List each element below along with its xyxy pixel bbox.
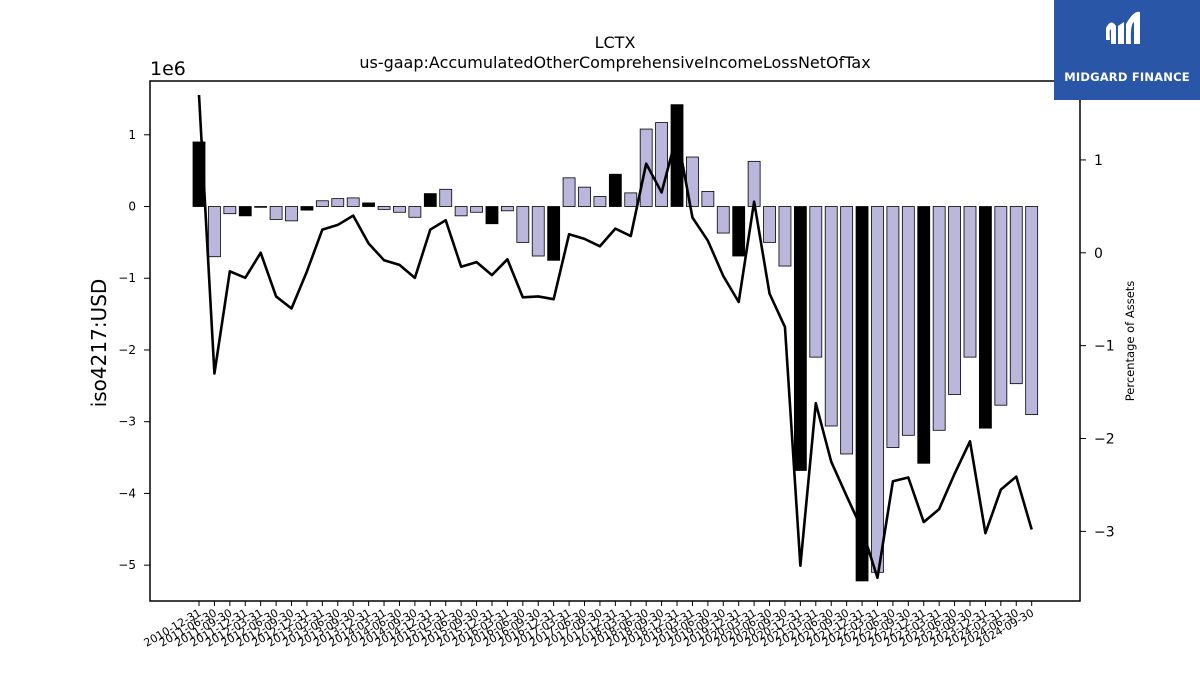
bar — [655, 122, 668, 207]
bar — [963, 206, 977, 358]
bar — [1025, 206, 1039, 415]
y-tick-label: −2 — [118, 343, 136, 357]
bar — [871, 206, 884, 573]
bar — [948, 206, 961, 395]
logo-text: MIDGARD FINANCE — [1064, 70, 1190, 84]
bar — [346, 197, 360, 207]
bar — [917, 206, 931, 464]
chart-subtitle: us-gaap:AccumulatedOtherComprehensiveInc… — [359, 53, 870, 72]
bar-series — [192, 104, 1039, 582]
bar — [208, 206, 221, 258]
bar — [470, 206, 483, 213]
bar — [994, 206, 1008, 406]
y2-tick-label: −3 — [1094, 524, 1115, 540]
y2-axis-label: Percentage of Assets — [1123, 281, 1137, 402]
y-tick-label: 1 — [128, 128, 136, 142]
series-line — [197, 94, 1033, 580]
y-axis-ticks: −5 −4 −3 −2 −1 0 1 — [118, 128, 150, 572]
bar — [362, 202, 376, 207]
bar — [608, 173, 622, 207]
bar — [1009, 206, 1023, 385]
bar — [578, 186, 591, 207]
line-series — [197, 94, 1033, 580]
bar — [763, 206, 776, 243]
midgard-logo-icon — [1106, 11, 1140, 44]
bar — [393, 206, 406, 213]
bar — [778, 206, 792, 267]
bar — [547, 206, 561, 261]
y-tick-label: −5 — [118, 558, 136, 572]
y2-tick-label: 0 — [1094, 246, 1103, 262]
bar — [439, 188, 453, 207]
chart-title: LCTX — [595, 33, 636, 52]
bar — [454, 206, 468, 217]
x-axis-ticks: 2010-12-312011-06-302011-09-302011-12-31… — [142, 601, 1036, 650]
bar — [716, 206, 730, 234]
bar — [840, 206, 854, 455]
bar — [979, 206, 992, 429]
bar — [300, 206, 314, 211]
bar — [485, 206, 499, 225]
y2-tick-label: −2 — [1094, 432, 1115, 448]
bar — [254, 206, 268, 208]
bar — [408, 206, 422, 218]
bar — [531, 206, 545, 257]
bar — [238, 206, 252, 217]
bar — [809, 206, 823, 358]
bar — [886, 206, 900, 448]
bar — [285, 206, 298, 222]
y-tick-label: −4 — [118, 486, 136, 500]
bar — [500, 206, 514, 212]
plot-frame — [149, 80, 1081, 602]
bar — [932, 206, 946, 431]
bar — [377, 206, 391, 210]
y-tick-label: 0 — [128, 200, 136, 214]
y-axis-label: iso4217:USD — [87, 279, 111, 408]
bar — [269, 206, 283, 220]
bar — [331, 198, 345, 207]
bar — [624, 192, 638, 207]
bar — [824, 206, 838, 427]
y2-axis-ticks: −3 −2 −1 0 1 — [1080, 153, 1115, 540]
y-tick-label: −3 — [118, 415, 136, 429]
bar — [315, 200, 329, 207]
bar — [223, 206, 237, 215]
y-tick-label: −1 — [118, 271, 136, 285]
brand-logo: MIDGARD FINANCE — [1054, 0, 1200, 100]
bar — [423, 193, 437, 207]
bar — [562, 177, 576, 207]
bar — [747, 160, 761, 207]
bar — [732, 206, 746, 257]
bar — [701, 191, 715, 207]
y2-tick-label: −1 — [1094, 339, 1115, 355]
bar — [516, 206, 530, 243]
bar — [593, 196, 607, 207]
y-axis-scale-label: 1e6 — [150, 58, 186, 80]
bar — [855, 206, 869, 582]
bar — [793, 206, 807, 471]
y2-tick-label: 1 — [1094, 153, 1103, 169]
bar — [901, 206, 915, 436]
